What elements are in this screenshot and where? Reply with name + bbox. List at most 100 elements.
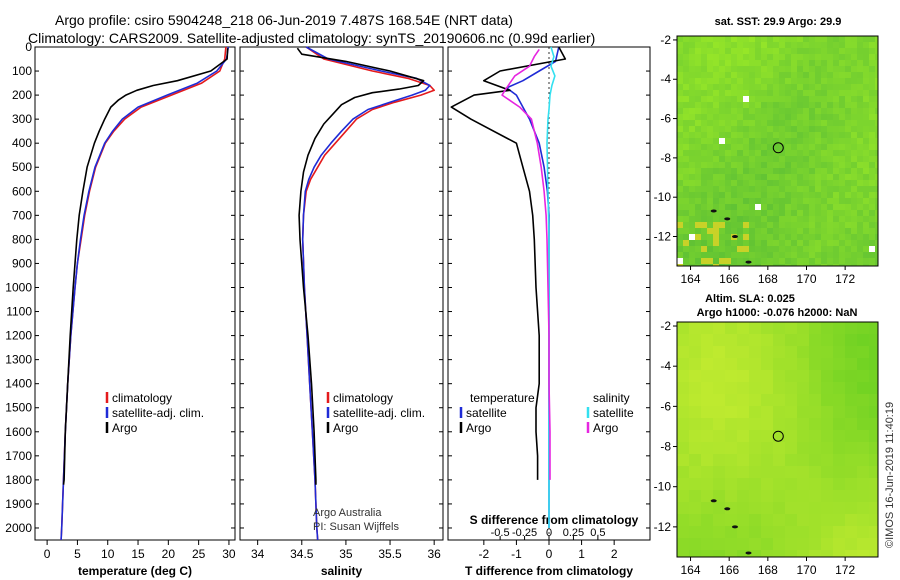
- p-sst-pixel: [677, 78, 683, 84]
- p-sst-pixel: [875, 192, 878, 198]
- p-sst-pixel: [839, 234, 845, 240]
- p-sst-pixel: [869, 120, 875, 126]
- p-sst-pixel: [827, 234, 833, 240]
- p-sst-pixel: [857, 252, 863, 258]
- p-sst-pixel: [809, 120, 815, 126]
- p-sst-pixel: [863, 162, 869, 168]
- p-sst-pixel: [737, 264, 743, 266]
- p-sst-pixel: [851, 54, 857, 60]
- p-sst-pixel: [803, 156, 809, 162]
- p-sst-pixel: [695, 228, 701, 234]
- p-sst-pixel: [875, 252, 878, 258]
- temperature-xtick-label: 5: [74, 547, 81, 561]
- p-sst-pixel: [875, 258, 878, 264]
- p-sst-pixel: [677, 222, 683, 228]
- p-sst-pixel: [815, 132, 821, 138]
- series-t-satellite: [505, 46, 560, 528]
- p-sst-pixel: [803, 216, 809, 222]
- p-sst-pixel: [695, 96, 701, 102]
- p-sst-pixel: [821, 210, 827, 216]
- p-sla-pixel: [773, 322, 785, 334]
- p-sst-pixel: [839, 90, 845, 96]
- p-sst-pixel: [761, 246, 767, 252]
- p-sst-pixel: [815, 138, 821, 144]
- p-sst-pixel: [749, 180, 755, 186]
- p-sst-pixel: [869, 54, 875, 60]
- p-sst-pixel: [839, 108, 845, 114]
- p-sst-pixel: [737, 192, 743, 198]
- p-sst-pixel: [683, 186, 689, 192]
- p-sst-pixel: [815, 168, 821, 174]
- p-sst-pixel: [701, 78, 707, 84]
- p-sst-pixel: [743, 72, 749, 78]
- p-sst-pixel: [875, 162, 878, 168]
- p-sst-pixel: [701, 222, 707, 228]
- p-sst-pixel: [869, 36, 875, 42]
- p-sst-pixel: [689, 144, 695, 150]
- p-sst-ytick-label: -10: [654, 190, 672, 204]
- p-sst-pixel: [839, 96, 845, 102]
- p-sst-pixel: [815, 96, 821, 102]
- p-sla-pixel: [797, 526, 809, 538]
- p-sst-pixel: [707, 138, 713, 144]
- p-sst-pixel: [833, 156, 839, 162]
- p-sst-pixel: [815, 108, 821, 114]
- p-sst-pixel: [791, 60, 797, 66]
- p-sst-pixel: [845, 234, 851, 240]
- depth-tick-label: 1100: [6, 305, 32, 319]
- p-sst-pixel: [743, 204, 749, 210]
- p-sst-pixel: [731, 162, 737, 168]
- p-sst-pixel: [731, 96, 737, 102]
- p-sst-pixel: [857, 174, 863, 180]
- p-sst-pixel: [857, 120, 863, 126]
- p-sla-pixel: [821, 490, 833, 502]
- p-sst-pixel: [779, 210, 785, 216]
- p-sla-pixel: [701, 382, 713, 394]
- p-sst-pixel: [875, 84, 878, 90]
- p-sst-pixel: [803, 234, 809, 240]
- p-sst-pixel: [707, 210, 713, 216]
- p-sst-pixel: [683, 162, 689, 168]
- p-sst-pixel: [869, 240, 875, 246]
- p-sla-pixel: [689, 550, 701, 557]
- temperature-xtick-label: 20: [162, 547, 176, 561]
- p-sst-pixel: [815, 240, 821, 246]
- p-sst-pixel: [785, 210, 791, 216]
- p-sla-pixel: [773, 502, 785, 514]
- depth-tick-label: 2000: [5, 521, 32, 535]
- p-sla-pixel: [701, 514, 713, 526]
- p-sla-pixel: [713, 406, 725, 418]
- p-sst-pixel: [755, 210, 761, 216]
- p-sst-pixel: [821, 102, 827, 108]
- p-sst-pixel: [677, 192, 683, 198]
- p-sst-pixel: [869, 246, 875, 252]
- p-sst-pixel: [737, 90, 743, 96]
- p-sla-pixel: [821, 430, 833, 442]
- p-sst-pixel: [869, 162, 875, 168]
- p-sst-pixel: [827, 60, 833, 66]
- p-sla-pixel: [845, 538, 857, 550]
- p-sla-pixel: [689, 370, 701, 382]
- p-sst-pixel: [845, 174, 851, 180]
- p-sst-pixel: [683, 204, 689, 210]
- p-sst-pixel: [695, 210, 701, 216]
- p-sst-xtick-label: 166: [719, 272, 739, 286]
- p-sla-pixel: [809, 514, 821, 526]
- p-sst-pixel: [725, 156, 731, 162]
- p-sst-pixel: [731, 192, 737, 198]
- p-sst-pixel: [869, 138, 875, 144]
- p-sst-pixel: [809, 36, 815, 42]
- p-sla-pixel: [701, 370, 713, 382]
- p-sst-pixel: [761, 126, 767, 132]
- p-sst-pixel: [797, 192, 803, 198]
- p-sst-pixel: [707, 234, 713, 240]
- p-sst-pixel: [863, 180, 869, 186]
- p-sst-pixel: [785, 180, 791, 186]
- p-sst-pixel: [797, 72, 803, 78]
- p-sst-pixel: [827, 264, 833, 266]
- p-sst-pixel: [785, 198, 791, 204]
- p-sla-pixel: [821, 442, 833, 454]
- p-sst-pixel: [719, 192, 725, 198]
- p-sst-pixel: [785, 108, 791, 114]
- p-sst-pixel: [779, 132, 785, 138]
